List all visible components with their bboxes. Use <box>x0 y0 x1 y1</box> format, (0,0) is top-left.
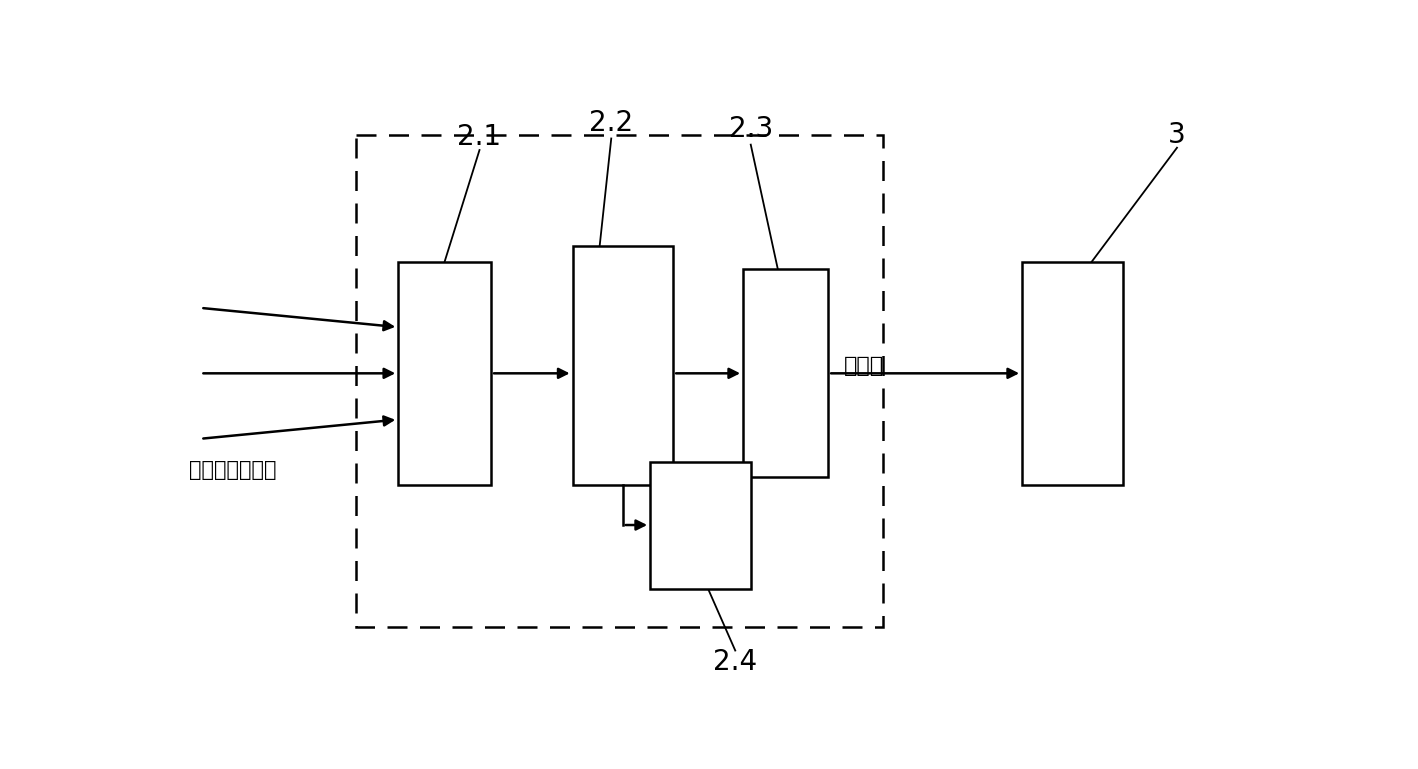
Bar <box>743 269 828 478</box>
Bar <box>649 462 750 589</box>
Text: 2.4: 2.4 <box>713 648 757 676</box>
Bar <box>356 135 882 628</box>
Bar <box>398 261 491 485</box>
Text: 3: 3 <box>1168 121 1185 148</box>
Text: 2.3: 2.3 <box>729 115 773 143</box>
Text: 紫外光与可见光: 紫外光与可见光 <box>189 460 277 480</box>
Text: 2.1: 2.1 <box>458 123 502 151</box>
Bar <box>573 246 674 485</box>
Bar <box>1022 261 1123 485</box>
Text: 2.2: 2.2 <box>590 109 634 137</box>
Text: 紫外光: 紫外光 <box>844 355 883 375</box>
